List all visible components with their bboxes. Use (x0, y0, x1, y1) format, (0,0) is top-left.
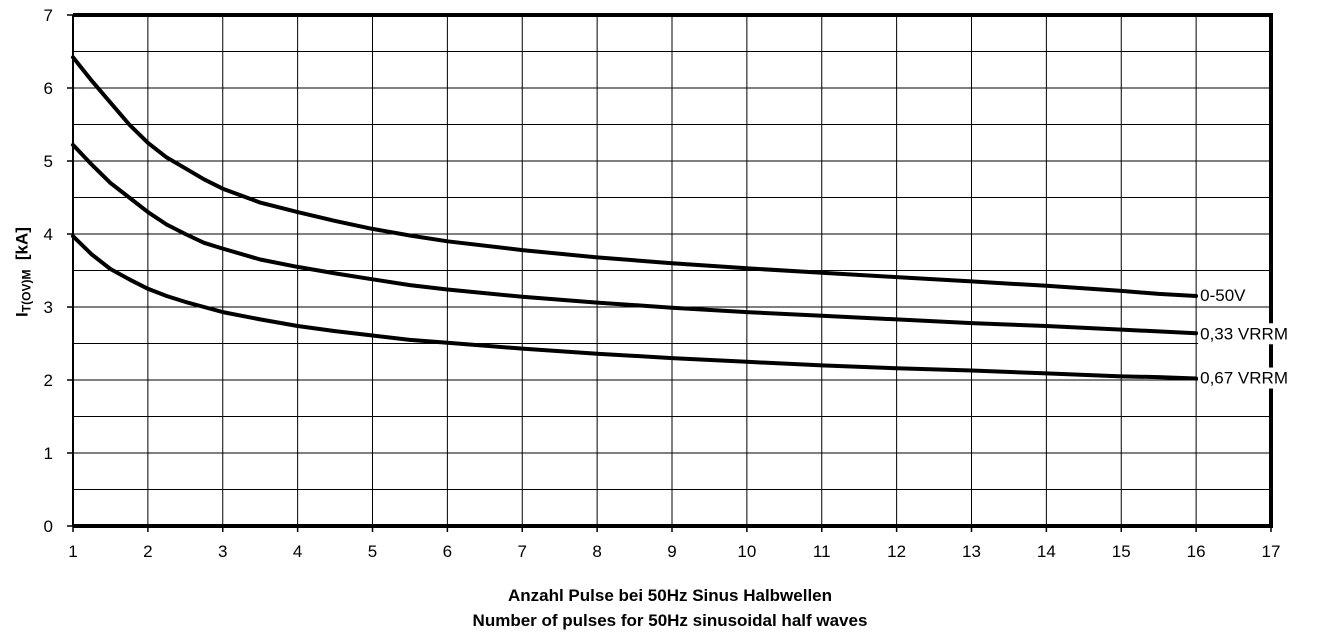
series-label: 0,67 VRRM (1200, 369, 1288, 388)
x-axis-label-line-2: Number of pulses for 50Hz sinusoidal hal… (472, 611, 868, 630)
x-tick-label: 2 (143, 542, 152, 561)
x-tick-label: 6 (443, 542, 452, 561)
x-tick-label: 9 (667, 542, 676, 561)
grid (73, 15, 1271, 526)
x-tick-label: 17 (1262, 542, 1281, 561)
series-label: 0-50V (1200, 286, 1246, 305)
x-axis-label-line-1: Anzahl Pulse bei 50Hz Sinus Halbwellen (507, 586, 833, 605)
x-tick-label: 14 (1037, 542, 1056, 561)
x-tick-label: 7 (518, 542, 527, 561)
y-tick-label: 4 (44, 225, 53, 244)
x-tick-label: 16 (1187, 542, 1206, 561)
series-line (71, 142, 1199, 336)
y-tick-label: 0 (44, 517, 53, 536)
x-tick-label: 13 (962, 542, 981, 561)
x-tick-label: 8 (592, 542, 601, 561)
series-label-background (1198, 323, 1291, 345)
x-tick-label: 1 (68, 542, 77, 561)
y-tick-label: 6 (44, 79, 53, 98)
series-labels: 0-50V 0,33 VRRM 0,67 VRRM (1198, 285, 1291, 389)
y-axis-label-main: I (12, 312, 32, 317)
series-label-background (1198, 367, 1291, 389)
y-tick-label: 7 (44, 6, 53, 25)
x-tick-label: 4 (293, 542, 302, 561)
series-lines (71, 55, 1199, 381)
series-line (71, 234, 1199, 381)
y-tick-label: 5 (44, 152, 53, 171)
x-tick-label: 12 (887, 542, 906, 561)
series-line (71, 55, 1199, 298)
y-tick-label: 3 (44, 298, 53, 317)
y-axis-label-unit: [kA] (12, 227, 32, 261)
x-tick-label: 11 (813, 542, 831, 561)
series-label: 0,33 VRRM (1200, 324, 1288, 343)
y-tick-label: 2 (44, 371, 53, 390)
x-tick-label: 10 (737, 542, 756, 561)
x-tick-label: 15 (1112, 542, 1131, 561)
y-axis-label-subscript: T(OV)M (19, 269, 34, 313)
x-tick-label: 3 (218, 542, 227, 561)
x-tick-label: 5 (368, 542, 377, 561)
y-axis-label: IT(OV)M [kA] (13, 227, 34, 317)
series-label-background (1198, 285, 1253, 307)
y-tick-label: 1 (44, 444, 53, 463)
plot-frame (67, 13, 1273, 532)
